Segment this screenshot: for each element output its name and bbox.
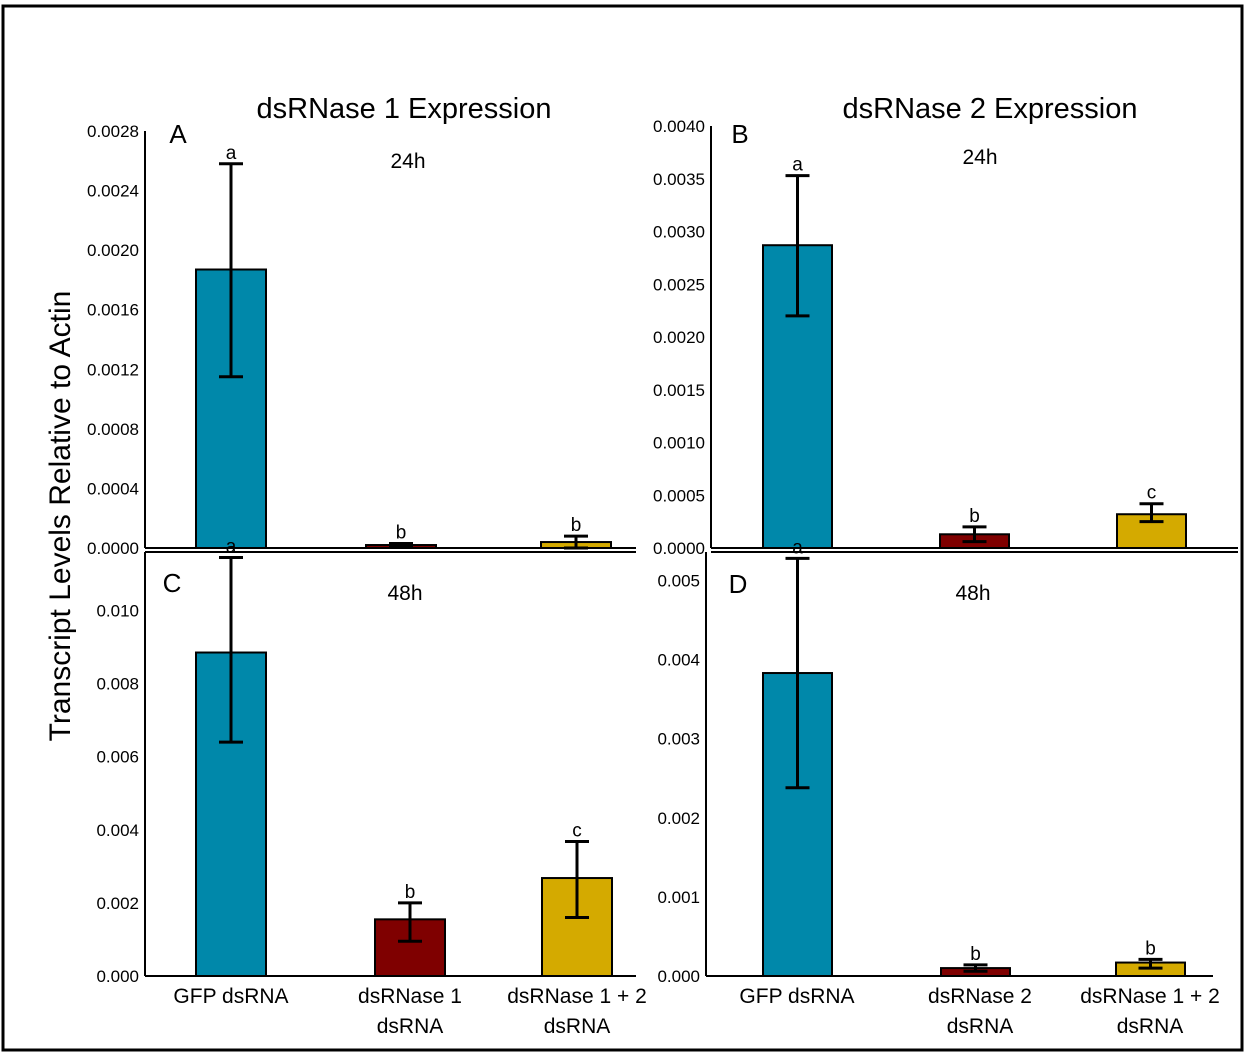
- y-tick-label: 0.0005: [653, 486, 705, 505]
- x-tick-label-line: dsRNase 1 + 2: [1080, 985, 1220, 1008]
- panel-letter: D: [729, 569, 748, 599]
- panel-b: 0.0000 0.0005 0.0010 0.0015 0.0020 0.0025 0.00…: [653, 117, 1238, 558]
- significance-letter: b: [571, 515, 582, 536]
- x-tick-label-line: dsRNA: [377, 1015, 444, 1038]
- panel-letter: C: [163, 568, 182, 598]
- y-tick-label: 0.0010: [653, 434, 705, 453]
- x-tick-label-line: dsRNase 1 + 2: [507, 985, 647, 1008]
- y-tick-label: 0.0020: [653, 328, 705, 347]
- significance-letter: b: [970, 944, 981, 965]
- y-tick-label: 0.0028: [87, 122, 139, 141]
- x-tick-label: dsRNase 2 dsRNA: [928, 985, 1032, 1038]
- y-tick-label: 0.0024: [87, 182, 139, 201]
- x-tick-label-line: dsRNA: [1117, 1015, 1184, 1038]
- y-tick-label: 0.004: [657, 651, 700, 670]
- significance-letter: b: [1145, 938, 1156, 959]
- significance-letter: a: [792, 537, 803, 558]
- x-tick-label: dsRNase 1 + 2 dsRNA: [1080, 985, 1220, 1038]
- panel-letter: A: [169, 119, 187, 149]
- y-tick-label: 0.0012: [87, 360, 139, 379]
- x-tick-label: GFP dsRNA: [173, 985, 288, 1008]
- y-tick-label: 0.0020: [87, 241, 139, 260]
- y-tick-label: 0.0025: [653, 275, 705, 294]
- x-tick-label: dsRNase 1 dsRNA: [358, 985, 462, 1038]
- y-tick-label: 0.000: [96, 967, 139, 986]
- panel-c: 0.000 0.002 0.004 0.006 0.008 0.010 C 48h a b c: [96, 536, 636, 986]
- panel-a: 0.0000 0.0004 0.0008 0.0012 0.0016 0.0020 0.00…: [87, 119, 636, 558]
- significance-letter: a: [792, 155, 803, 176]
- x-tick-label: dsRNase 1 + 2 dsRNA: [507, 985, 647, 1038]
- y-tick-label: 0.000: [657, 967, 700, 986]
- y-tick-label: 0.005: [657, 571, 700, 590]
- x-tick-label-line: dsRNA: [947, 1015, 1014, 1038]
- significance-letter: a: [226, 143, 237, 164]
- significance-letter: a: [226, 536, 237, 557]
- y-tick-label: 0.006: [96, 748, 139, 767]
- y-tick-label: 0.0004: [87, 479, 139, 498]
- significance-letter: b: [396, 523, 407, 544]
- x-tick-label: GFP dsRNA: [739, 985, 854, 1008]
- significance-letter: b: [969, 506, 980, 527]
- y-tick-label: 0.003: [657, 730, 700, 749]
- x-tick-label-line: dsRNase 2: [928, 985, 1032, 1008]
- y-tick-label: 0.0015: [653, 381, 705, 400]
- panel-letter: B: [731, 119, 748, 149]
- x-tick-label-line: GFP dsRNA: [173, 985, 288, 1008]
- y-tick-label: 0.0030: [653, 223, 705, 242]
- y-tick-label: 0.0035: [653, 170, 705, 189]
- column-title-right: dsRNase 2 Expression: [843, 93, 1138, 125]
- y-tick-label: 0.004: [96, 821, 139, 840]
- significance-letter: c: [1147, 483, 1157, 504]
- y-tick-label: 0.010: [96, 601, 139, 620]
- y-tick-label: 0.0000: [87, 539, 139, 558]
- time-label: 48h: [387, 582, 422, 605]
- y-tick-label: 0.002: [657, 809, 700, 828]
- y-tick-label: 0.0016: [87, 301, 139, 320]
- significance-letter: c: [572, 820, 582, 841]
- y-tick-label: 0.001: [657, 888, 700, 907]
- time-label: 24h: [390, 150, 425, 173]
- column-title-left: dsRNase 1 Expression: [257, 93, 552, 125]
- x-tick-label-line: GFP dsRNA: [739, 985, 854, 1008]
- y-tick-label: 0.002: [96, 894, 139, 913]
- significance-letter: b: [405, 882, 416, 903]
- y-tick-label: 0.0008: [87, 420, 139, 439]
- y-tick-label: 0.008: [96, 675, 139, 694]
- y-axis-label: Transcript Levels Relative to Actin: [44, 291, 77, 742]
- figure-frame: [1, 4, 1244, 1052]
- time-label: 24h: [962, 146, 997, 169]
- x-tick-label-line: dsRNase 1: [358, 985, 462, 1008]
- x-tick-label-line: dsRNA: [544, 1015, 611, 1038]
- panel-d: 0.000 0.001 0.002 0.003 0.004 0.005 D 48h a b b: [657, 537, 1213, 986]
- panels: 0.00000.00040.00080.00120.00160.00200.00…: [87, 117, 1238, 986]
- time-label: 48h: [955, 582, 990, 605]
- y-tick-label: 0.0000: [653, 539, 705, 558]
- y-tick-label: 0.0040: [653, 117, 705, 136]
